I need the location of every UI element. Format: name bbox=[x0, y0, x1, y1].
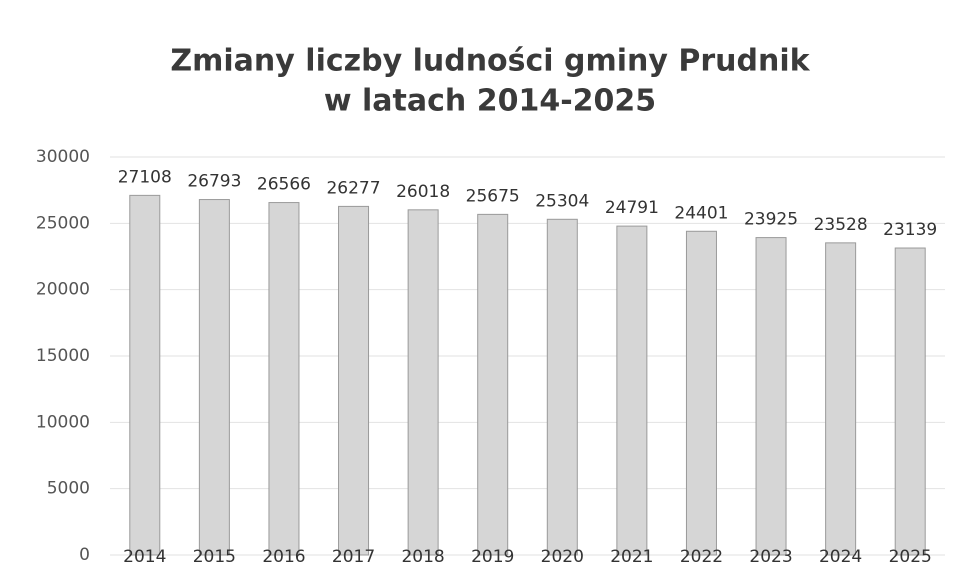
y-tick-label: 0 bbox=[79, 545, 90, 565]
bar bbox=[616, 225, 648, 556]
x-tick-label: 2019 bbox=[471, 547, 514, 567]
chart-title: Zmiany liczby ludności gminy Prudnik bbox=[170, 44, 810, 79]
bar bbox=[546, 218, 578, 556]
bar bbox=[129, 194, 161, 556]
x-tick-label: 2015 bbox=[193, 547, 236, 567]
x-tick-label: 2018 bbox=[401, 547, 444, 567]
x-tick-label: 2023 bbox=[749, 547, 792, 567]
y-tick-label: 10000 bbox=[36, 412, 90, 432]
data-label: 26566 bbox=[257, 175, 311, 195]
bar bbox=[755, 237, 787, 556]
y-tick-label: 25000 bbox=[36, 213, 90, 233]
x-tick-label: 2021 bbox=[610, 547, 653, 567]
bar bbox=[407, 209, 439, 556]
data-label: 24401 bbox=[674, 203, 728, 223]
y-tick-label: 20000 bbox=[36, 280, 90, 300]
x-tick-label: 2016 bbox=[262, 547, 305, 567]
chart-title: w latach 2014-2025 bbox=[324, 84, 656, 119]
x-tick-label: 2014 bbox=[123, 547, 166, 567]
x-tick-label: 2020 bbox=[541, 547, 584, 567]
data-label: 23139 bbox=[883, 220, 937, 240]
bar bbox=[477, 213, 509, 556]
data-label: 27108 bbox=[118, 167, 172, 187]
data-label: 25304 bbox=[535, 191, 589, 211]
data-label: 25675 bbox=[466, 186, 520, 206]
bar bbox=[338, 205, 370, 556]
x-tick-label: 2022 bbox=[680, 547, 723, 567]
data-label: 24791 bbox=[605, 198, 659, 218]
bar bbox=[198, 199, 230, 556]
bar bbox=[685, 230, 717, 556]
x-tick-label: 2017 bbox=[332, 547, 375, 567]
x-tick-label: 2025 bbox=[889, 547, 932, 567]
y-tick-label: 5000 bbox=[47, 479, 90, 499]
data-label: 26018 bbox=[396, 182, 450, 202]
data-label: 26277 bbox=[326, 178, 380, 198]
bar bbox=[268, 202, 300, 556]
bar bbox=[825, 242, 857, 556]
y-tick-label: 30000 bbox=[36, 147, 90, 167]
data-label: 23925 bbox=[744, 210, 798, 230]
x-tick-label: 2024 bbox=[819, 547, 862, 567]
bar bbox=[894, 247, 926, 556]
data-label: 23528 bbox=[814, 215, 868, 235]
data-label: 26793 bbox=[187, 172, 241, 192]
y-tick-label: 15000 bbox=[36, 346, 90, 366]
